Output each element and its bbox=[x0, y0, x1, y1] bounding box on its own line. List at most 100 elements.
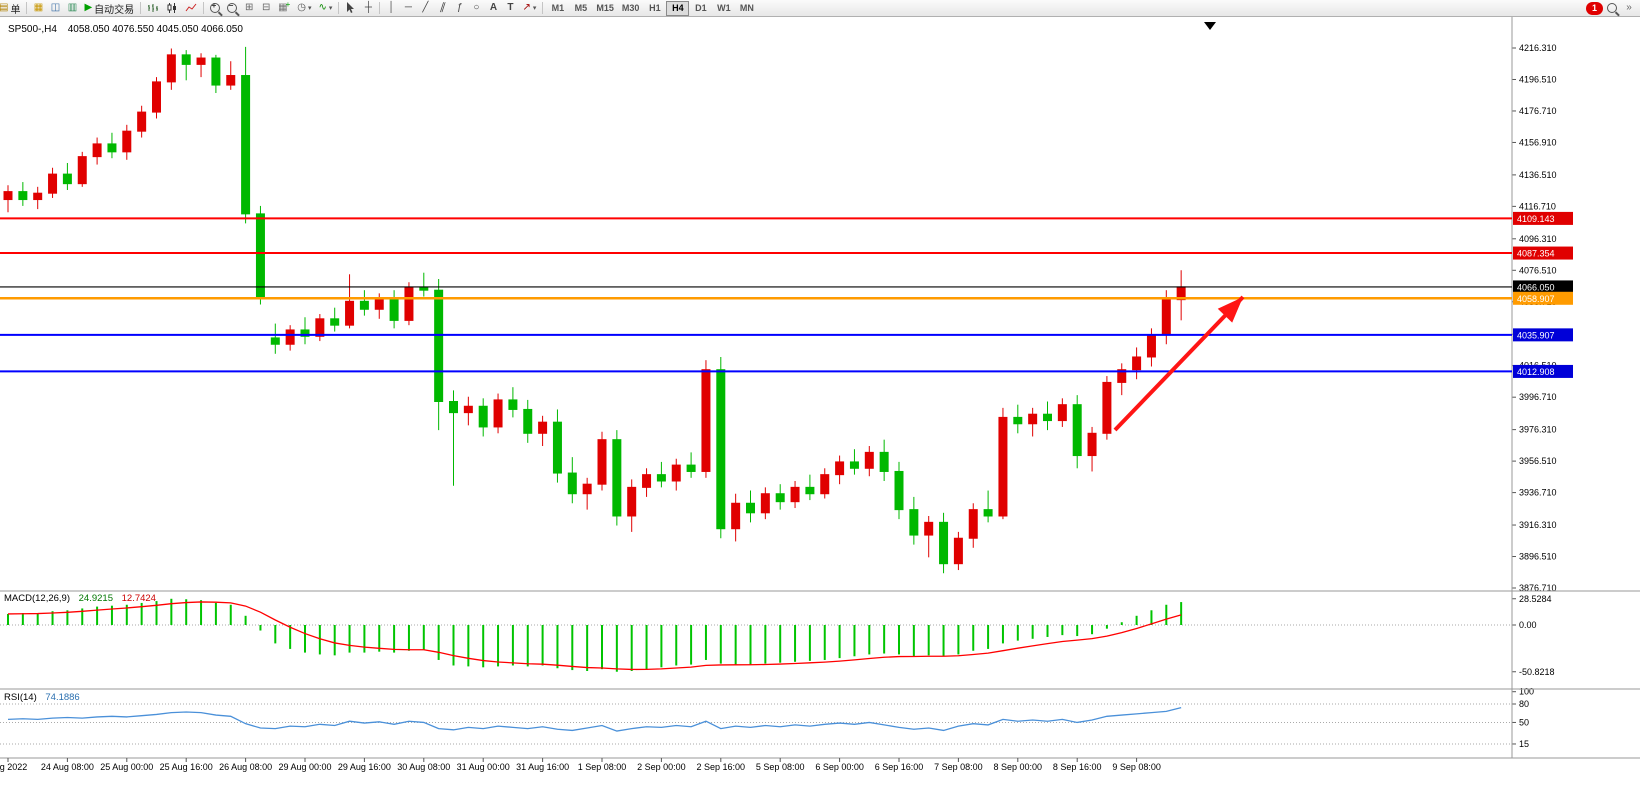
arrow-label-icon: A bbox=[489, 2, 498, 13]
candlestick-chart-button[interactable] bbox=[163, 1, 181, 16]
svg-text:9 Sep 08:00: 9 Sep 08:00 bbox=[1112, 762, 1161, 772]
svg-text:26 Aug 08:00: 26 Aug 08:00 bbox=[219, 762, 272, 772]
svg-text:4109.143: 4109.143 bbox=[1517, 214, 1555, 224]
channel-button[interactable]: ∥ bbox=[434, 1, 450, 16]
tile-windows-icon: ⊟ bbox=[261, 2, 271, 13]
zoom-out-button[interactable]: − bbox=[224, 1, 240, 16]
chevron-down-icon: ▾ bbox=[308, 4, 312, 12]
price-badge bbox=[1513, 280, 1573, 294]
search-button[interactable] bbox=[1604, 1, 1620, 16]
new-chart-button[interactable]: ▦ + bbox=[275, 1, 293, 16]
period-button[interactable]: ◷ ▾ bbox=[294, 1, 314, 16]
new-order-button[interactable]: ▤ 单 bbox=[0, 1, 23, 16]
price-badge bbox=[1513, 364, 1573, 378]
price-axis[interactable]: 4216.310 4196.510 4176.710 4156.910 4136.510… bbox=[1512, 43, 1557, 749]
resistance-line-1[interactable]: 4109.143 bbox=[0, 211, 1573, 225]
bar-chart-icon bbox=[148, 4, 159, 12]
text-button[interactable]: T bbox=[502, 1, 518, 16]
indicators-button[interactable]: ∿ ▾ bbox=[316, 1, 336, 16]
price-badge bbox=[1513, 246, 1573, 260]
arrows-icon: ↗ bbox=[522, 2, 531, 13]
macd-signal-line bbox=[7, 601, 1182, 671]
time-axis[interactable]: Aug 2022 24 Aug 08:00 25 Aug 00:00 25 Aug 1… bbox=[0, 758, 1161, 772]
support-line-1[interactable]: 4035.907 bbox=[0, 328, 1573, 342]
tile-windows-button[interactable]: ⊟ bbox=[258, 1, 274, 16]
timeframe-m30[interactable]: M30 bbox=[618, 1, 644, 16]
bar-chart-button[interactable] bbox=[144, 1, 162, 16]
timeframe-w1[interactable]: W1 bbox=[712, 1, 735, 16]
cursor-button[interactable] bbox=[342, 1, 359, 16]
chart-title: SP500-,H4 4058.050 4076.550 4045.050 406… bbox=[8, 24, 243, 35]
arrows-button[interactable]: ↗ ▾ bbox=[519, 1, 539, 16]
svg-text:29 Aug 16:00: 29 Aug 16:00 bbox=[338, 762, 391, 772]
main-toolbar: ▤ 单 ▦ ◫ ▥ ▶ 自动交易 + − ⊞ ⊟ ▦ + ◷ ▾ bbox=[0, 0, 1640, 17]
svg-text:15: 15 bbox=[1519, 739, 1529, 749]
svg-text:Aug 2022: Aug 2022 bbox=[0, 762, 27, 772]
market-watch-button[interactable]: ▥ bbox=[64, 1, 80, 16]
trendline-button[interactable]: ╱ bbox=[417, 1, 433, 16]
shapes-button[interactable]: ○ bbox=[468, 1, 484, 16]
channel-icon: ∥ bbox=[438, 2, 447, 13]
svg-text:3896.510: 3896.510 bbox=[1519, 552, 1557, 562]
rsi-line bbox=[7, 706, 1182, 732]
svg-text:80: 80 bbox=[1519, 699, 1529, 709]
price-badge bbox=[1513, 211, 1573, 225]
profiles-button[interactable]: ◫ bbox=[47, 1, 63, 16]
notification-badge[interactable]: 1 bbox=[1586, 1, 1603, 15]
autotrading-play-icon: ▶ bbox=[84, 2, 93, 13]
timeframe-m1[interactable]: M1 bbox=[546, 1, 569, 16]
grid-button[interactable]: ⊞ bbox=[241, 1, 257, 16]
text-icon: T bbox=[507, 2, 514, 13]
timeframe-h4[interactable]: H4 bbox=[666, 0, 690, 16]
candlestick-series bbox=[3, 46, 1186, 574]
svg-text:0.00: 0.00 bbox=[1519, 620, 1537, 630]
timeframe-toolbar: M1 M5 M15 M30 H1 H4 D1 W1 MN bbox=[546, 0, 758, 16]
zoom-in-button[interactable]: + bbox=[207, 1, 223, 16]
rsi-value: 74.1886 bbox=[45, 692, 80, 703]
zoom-in-icon: + bbox=[210, 1, 221, 13]
plus-icon: + bbox=[285, 0, 291, 9]
crosshair-icon: ┼ bbox=[364, 2, 372, 13]
svg-text:6 Sep 16:00: 6 Sep 16:00 bbox=[875, 762, 924, 772]
pivot-line[interactable]: 4058.907 bbox=[0, 291, 1573, 305]
search-icon bbox=[1607, 3, 1617, 13]
chart-canvas[interactable]: 4216.310 4196.510 4176.710 4156.910 4136.510… bbox=[0, 17, 1640, 810]
svg-text:4096.310: 4096.310 bbox=[1519, 234, 1557, 244]
svg-text:4012.908: 4012.908 bbox=[1517, 367, 1555, 377]
svg-text:28.5284: 28.5284 bbox=[1519, 594, 1552, 604]
horizontal-line-button[interactable]: ─ bbox=[400, 1, 416, 16]
svg-text:30 Aug 08:00: 30 Aug 08:00 bbox=[397, 762, 450, 772]
fibonacci-button[interactable]: ƒ bbox=[451, 1, 467, 16]
ellipse-icon: ○ bbox=[473, 2, 480, 13]
macd-indicator-label: MACD(12,26,9) 24.9215 12.7424 bbox=[4, 593, 156, 604]
svg-text:3976.310: 3976.310 bbox=[1519, 425, 1557, 435]
line-chart-button[interactable] bbox=[182, 1, 200, 16]
grid-icon: ⊞ bbox=[244, 2, 254, 13]
trendline-icon: ╱ bbox=[422, 2, 429, 13]
timeframe-m15[interactable]: M15 bbox=[592, 1, 618, 16]
support-line-2[interactable]: 4012.908 bbox=[0, 364, 1573, 378]
price-badge bbox=[1513, 328, 1573, 342]
zoom-out-icon: − bbox=[227, 1, 238, 13]
arrow-label-button[interactable]: A bbox=[485, 1, 501, 16]
autotrading-button[interactable]: ▶ 自动交易 bbox=[81, 1, 137, 16]
timeframe-m5[interactable]: M5 bbox=[569, 1, 592, 16]
vertical-line-button[interactable]: │ bbox=[383, 1, 399, 16]
svg-text:4136.510: 4136.510 bbox=[1519, 170, 1557, 180]
timeframe-h1[interactable]: H1 bbox=[643, 1, 666, 16]
svg-text:4196.510: 4196.510 bbox=[1519, 74, 1557, 84]
trend-arrow-object[interactable] bbox=[1113, 295, 1245, 432]
svg-text:4176.710: 4176.710 bbox=[1519, 106, 1557, 116]
rsi-indicator-label: RSI(14) 74.1886 bbox=[4, 692, 80, 703]
timeframe-d1[interactable]: D1 bbox=[689, 1, 712, 16]
svg-text:24 Aug 08:00: 24 Aug 08:00 bbox=[41, 762, 94, 772]
toolbar-overflow-button[interactable]: » bbox=[1621, 1, 1637, 16]
chart-window-button[interactable]: ▦ bbox=[30, 1, 46, 16]
toolbar-separator bbox=[379, 2, 381, 14]
shift-marker-icon[interactable] bbox=[1204, 22, 1216, 30]
svg-text:8 Sep 16:00: 8 Sep 16:00 bbox=[1053, 762, 1102, 772]
crosshair-button[interactable]: ┼ bbox=[360, 1, 376, 16]
timeframe-mn[interactable]: MN bbox=[735, 1, 758, 16]
resistance-line-2[interactable]: 4087.354 bbox=[0, 246, 1573, 260]
svg-text:3876.710: 3876.710 bbox=[1519, 583, 1557, 593]
